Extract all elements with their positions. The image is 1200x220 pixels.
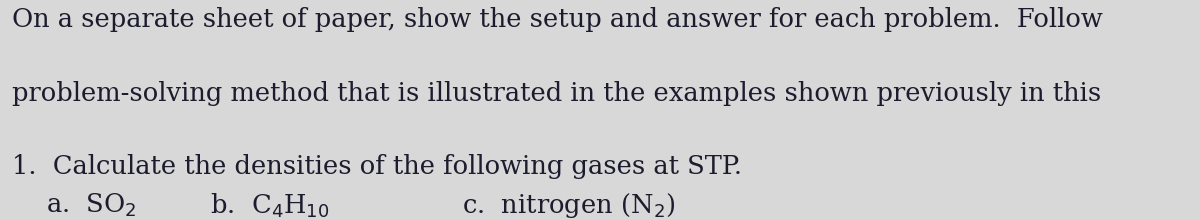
Text: problem-solving method that is illustrated in the examples shown previously in t: problem-solving method that is illustrat… xyxy=(12,81,1102,106)
Text: b.  C$_4$H$_{10}$: b. C$_4$H$_{10}$ xyxy=(210,191,330,220)
Text: a.  SO$_2$: a. SO$_2$ xyxy=(46,191,137,219)
Text: c.  nitrogen (N$_2$): c. nitrogen (N$_2$) xyxy=(462,191,676,220)
Text: On a separate sheet of paper, show the setup and answer for each problem.  Follo: On a separate sheet of paper, show the s… xyxy=(12,7,1103,32)
Text: 1.  Calculate the densities of the following gases at STP.: 1. Calculate the densities of the follow… xyxy=(12,154,742,179)
